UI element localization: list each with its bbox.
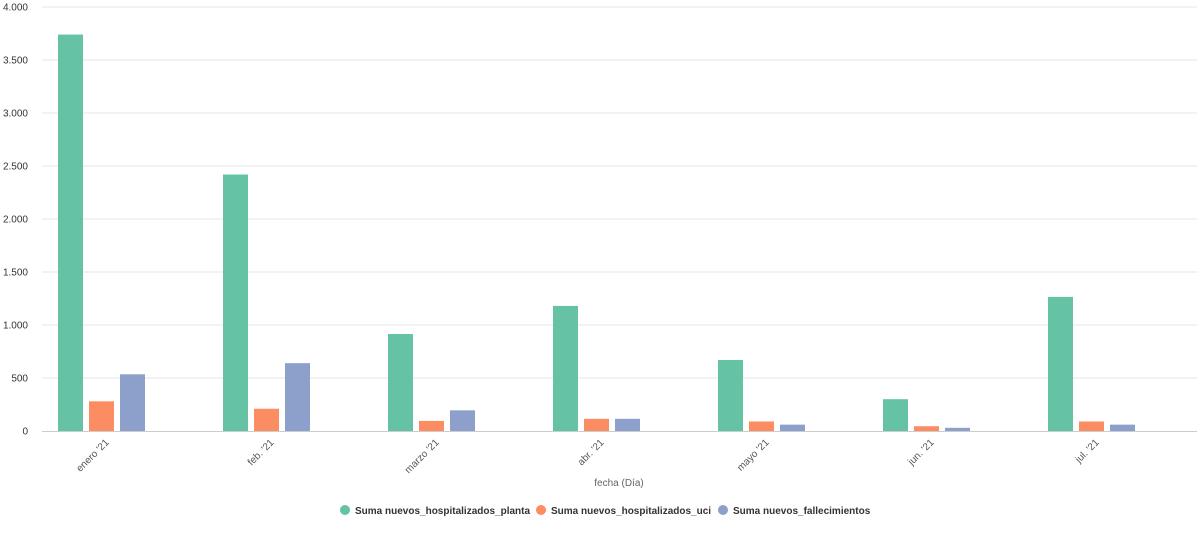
bar[interactable]	[58, 34, 83, 432]
y-tick-label: 3.000	[3, 109, 28, 120]
bar[interactable]	[388, 334, 413, 431]
bar[interactable]	[945, 427, 970, 431]
bar[interactable]	[254, 408, 279, 431]
y-axis-ticks: 0 500 1.000 1.500 2.000 2.500 3.000 3.500 4.000	[3, 3, 28, 438]
x-tick-label: marzo '21	[403, 437, 442, 476]
legend-label: Suma nuevos_fallecimientos	[733, 506, 871, 517]
x-tick-label: jul. '21	[1073, 437, 1102, 466]
bar[interactable]	[718, 359, 743, 431]
y-tick-label: 2.500	[3, 162, 28, 173]
bar[interactable]	[120, 374, 145, 431]
bar[interactable]	[1079, 421, 1104, 431]
bar[interactable]	[914, 426, 939, 431]
y-tick-label: 4.000	[3, 3, 28, 14]
x-axis-title: fecha (Día)	[594, 478, 643, 489]
legend-item[interactable]: Suma nuevos_hospitalizados_uci	[536, 505, 711, 517]
bar[interactable]	[553, 305, 578, 431]
legend-marker	[718, 505, 728, 515]
bar[interactable]	[1110, 424, 1135, 431]
y-tick-label: 0	[22, 427, 28, 438]
bar[interactable]	[615, 418, 640, 431]
legend-label: Suma nuevos_hospitalizados_planta	[355, 506, 530, 517]
legend[interactable]: Suma nuevos_hospitalizados_planta Suma nu…	[340, 505, 871, 517]
x-axis-ticks: enero '21 feb. '21 marzo '21 abr. '21 mayo '…	[75, 437, 1102, 476]
y-tick-label: 1.000	[3, 321, 28, 332]
bar[interactable]	[749, 421, 774, 431]
y-tick-label: 1.500	[3, 268, 28, 279]
legend-marker	[536, 505, 546, 515]
bar[interactable]	[450, 410, 475, 431]
y-tick-label: 2.000	[3, 215, 28, 226]
bar[interactable]	[223, 174, 248, 432]
bar[interactable]	[780, 424, 805, 431]
x-tick-label: abr. '21	[576, 437, 607, 468]
legend-item[interactable]: Suma nuevos_hospitalizados_planta	[340, 505, 530, 517]
x-tick-label: jun. '21	[906, 437, 937, 468]
bars[interactable]	[58, 34, 1135, 432]
bar[interactable]	[285, 363, 310, 431]
gridlines	[42, 6, 1197, 379]
y-tick-label: 3.500	[3, 56, 28, 67]
bar[interactable]	[89, 401, 114, 431]
bar[interactable]	[883, 399, 908, 431]
legend-label: Suma nuevos_hospitalizados_uci	[551, 506, 711, 517]
y-tick-label: 500	[11, 374, 28, 385]
x-tick-label: enero '21	[75, 437, 112, 474]
legend-marker	[340, 505, 350, 515]
bar[interactable]	[1048, 296, 1073, 431]
x-tick-label: mayo '21	[735, 437, 772, 474]
legend-item[interactable]: Suma nuevos_fallecimientos	[718, 505, 871, 517]
x-tick-label: feb. '21	[246, 437, 277, 468]
bar[interactable]	[584, 418, 609, 431]
bar[interactable]	[419, 420, 444, 431]
